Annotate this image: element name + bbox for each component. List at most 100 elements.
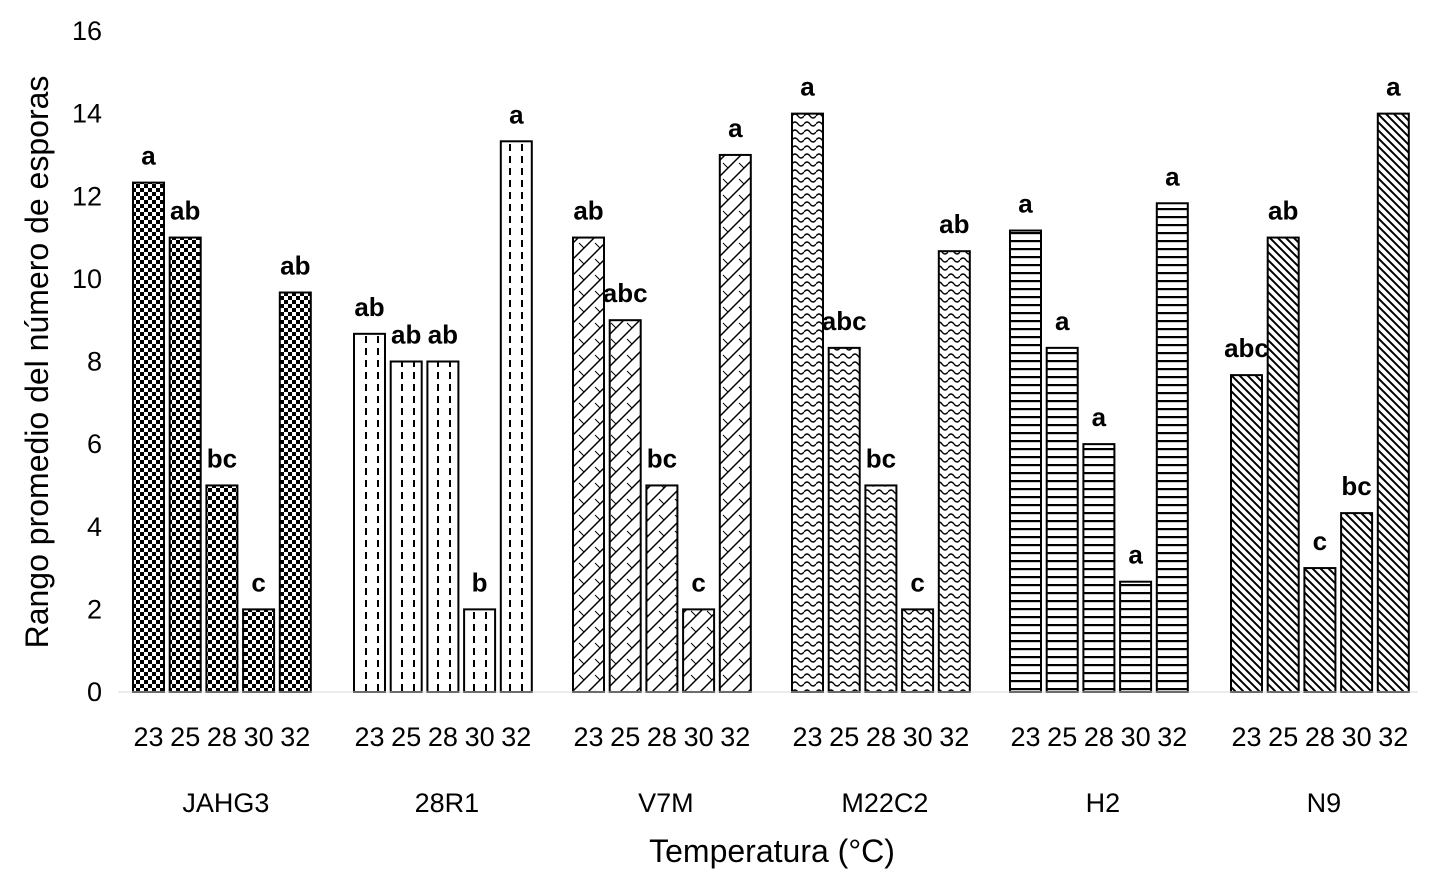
bar-JAHG3-23 [132, 181, 165, 693]
significance-label: c [1313, 526, 1327, 556]
x-tick-label: 23 [354, 722, 384, 752]
x-tick-label: 28 [866, 722, 896, 752]
y-tick-label: 12 [72, 181, 102, 211]
x-tick-label: 30 [1121, 722, 1151, 752]
x-tick-label: 32 [1378, 722, 1408, 752]
bar-M22C2-23 [791, 112, 824, 693]
significance-label: ab [939, 209, 969, 239]
x-tick-label: 23 [133, 722, 163, 752]
bar-JAHG3-25 [168, 236, 202, 693]
significance-label: a [141, 141, 156, 171]
significance-label: ab [170, 196, 200, 226]
group-label: H2 [1086, 788, 1121, 818]
significance-label: abc [603, 278, 648, 308]
group-label: M22C2 [841, 788, 928, 818]
x-axis-title: Temperatura (°C) [649, 833, 895, 869]
bar-N9-32 [1376, 112, 1410, 693]
bar-H2-23 [1009, 229, 1042, 693]
significance-label: c [910, 567, 924, 597]
significance-label: a [1165, 161, 1180, 191]
significance-label: ab [1268, 196, 1298, 226]
x-tick-label: 30 [244, 722, 274, 752]
y-tick-label: 10 [72, 264, 102, 294]
x-tick-label: 25 [391, 722, 421, 752]
bar-N9-30 [1340, 512, 1374, 693]
bar-H2-25 [1045, 346, 1079, 693]
significance-label: abc [822, 306, 867, 336]
group-label: JAHG3 [182, 788, 269, 818]
x-tick-label: 28 [1305, 722, 1335, 752]
x-tick-label: 23 [573, 722, 603, 752]
bar-28R1-25 [389, 360, 423, 693]
significance-label: a [1055, 306, 1070, 336]
significance-label: ab [391, 320, 421, 350]
y-tick-label: 8 [87, 347, 102, 377]
significance-label: a [800, 72, 815, 102]
x-tick-label: 28 [1084, 722, 1114, 752]
y-axis-title: Rango promedio del número de esporas [19, 76, 55, 649]
x-tick-label: 32 [939, 722, 969, 752]
group-labels: JAHG3 28R1 V7M M22C2 H2 N9 [182, 788, 1341, 818]
x-tick-label: 30 [465, 722, 495, 752]
x-tick-label: 25 [170, 722, 200, 752]
significance-label: ab [573, 196, 603, 226]
x-tick-label: 23 [1010, 722, 1040, 752]
y-tick-label: 4 [87, 512, 102, 542]
bar-M22C2-30 [901, 608, 935, 693]
significance-label: a [728, 113, 743, 143]
y-tick-label: 0 [87, 677, 102, 707]
bar-N9-25 [1266, 236, 1300, 693]
x-tick-label: 28 [647, 722, 677, 752]
significance-label: c [251, 567, 265, 597]
significance-label: a [1018, 189, 1033, 219]
significance-label: c [691, 567, 705, 597]
significance-label: a [1128, 540, 1143, 570]
x-tick-label: 30 [684, 722, 714, 752]
bar-H2-32 [1155, 202, 1189, 693]
x-tick-label: 23 [1231, 722, 1261, 752]
x-tick-label: 23 [792, 722, 822, 752]
bar-M22C2-28 [864, 484, 898, 693]
group-label: V7M [638, 788, 694, 818]
bar-N9-28 [1303, 567, 1337, 693]
x-tick-label: 30 [1342, 722, 1372, 752]
bar-28R1-30 [463, 608, 497, 693]
y-tick-label: 6 [87, 429, 102, 459]
significance-label: b [472, 567, 488, 597]
x-tick-label: 32 [720, 722, 750, 752]
bar-28R1-28 [426, 360, 460, 693]
y-tick-label: 14 [72, 99, 102, 129]
bar-V7M-25 [608, 319, 642, 693]
x-tick-label: 30 [903, 722, 933, 752]
significance-label: bc [207, 443, 237, 473]
bar-V7M-28 [645, 484, 679, 693]
bar-H2-28 [1082, 443, 1116, 693]
x-tick-label: 32 [280, 722, 310, 752]
significance-label: a [509, 99, 524, 129]
bar-JAHG3-28 [205, 484, 239, 693]
significance-label: ab [280, 251, 310, 281]
significance-label: a [1092, 402, 1107, 432]
significance-label: a [1386, 72, 1401, 102]
bar-H2-30 [1119, 580, 1153, 693]
x-tick-label: 25 [610, 722, 640, 752]
bar-JAHG3-30 [242, 608, 276, 693]
bar-JAHG3-32 [278, 291, 312, 693]
bar-V7M-30 [682, 608, 716, 693]
bar-28R1-23 [353, 332, 386, 693]
x-tick-label: 32 [1157, 722, 1187, 752]
bar-N9-23 [1230, 374, 1263, 693]
bar-M22C2-32 [937, 250, 971, 693]
significance-label: abc [1224, 333, 1269, 363]
x-tick-label: 25 [829, 722, 859, 752]
y-tick-label: 2 [87, 594, 102, 624]
group-label: 28R1 [415, 788, 480, 818]
x-tick-label: 28 [428, 722, 458, 752]
bar-V7M-23 [572, 236, 605, 693]
group-label: N9 [1307, 788, 1342, 818]
significance-label: bc [866, 443, 896, 473]
significance-label: ab [354, 292, 384, 322]
x-tick-label: 28 [207, 722, 237, 752]
